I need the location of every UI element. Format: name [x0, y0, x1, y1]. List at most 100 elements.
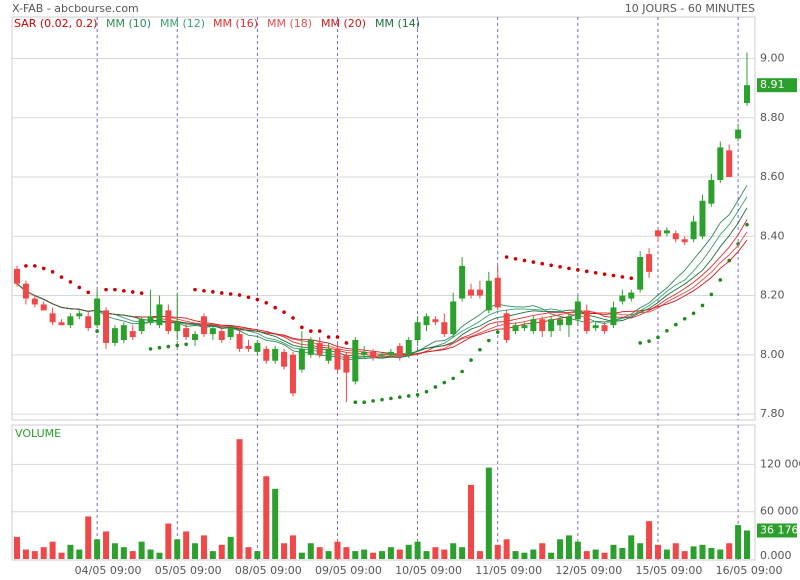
volume-bar: [654, 544, 661, 559]
sar-dot: [406, 394, 411, 398]
price-panel: [11, 16, 756, 421]
candle-body: [548, 319, 555, 332]
sar-dot: [326, 335, 331, 339]
candle-body: [343, 354, 350, 373]
candle-body: [441, 322, 448, 335]
sar-dot: [264, 301, 269, 305]
volume-bar: [227, 536, 234, 559]
volume-bar: [236, 439, 243, 559]
sar-dot: [709, 292, 714, 297]
sar-dot: [647, 339, 651, 343]
volume-bar: [663, 549, 670, 559]
volume-bar: [272, 488, 279, 559]
candle-body: [387, 351, 394, 355]
candle-body: [307, 340, 314, 355]
candle-body: [423, 316, 430, 326]
legend-label: MM (18): [267, 17, 312, 30]
volume-bar: [601, 552, 608, 559]
sar-dot: [460, 369, 464, 374]
legend-label: MM (16): [213, 17, 258, 30]
sar-dot: [380, 397, 384, 402]
volume-bar: [539, 543, 546, 559]
volume-panel: [11, 424, 756, 561]
sar-dot: [175, 343, 180, 348]
candle-body: [610, 307, 617, 326]
sar-dot: [691, 311, 696, 316]
candle-body: [111, 328, 118, 343]
volume-bar: [40, 547, 47, 559]
volume-bar: [165, 523, 172, 559]
period: 10 JOURS - 60 MINUTES: [625, 2, 755, 15]
candle-body: [672, 233, 679, 240]
sar-dot: [682, 316, 687, 321]
sar-dot: [522, 258, 527, 263]
sar-dot: [291, 316, 295, 320]
candle-body: [147, 316, 154, 323]
candle-body: [565, 316, 572, 326]
volume-bar: [245, 547, 252, 559]
candle-body: [708, 180, 715, 204]
candle-body: [494, 277, 501, 308]
chart-title: X-FAB - abcbourse.com: [12, 2, 139, 15]
sar-dot: [442, 380, 447, 385]
candle-body: [209, 328, 216, 335]
candle-body: [192, 334, 199, 340]
sar-dot: [308, 329, 313, 333]
sar-dot: [576, 268, 580, 272]
candle-body: [468, 289, 475, 296]
candle-body: [165, 310, 172, 332]
candle-body: [316, 342, 323, 355]
sar-dot: [584, 269, 589, 274]
candle-body: [263, 348, 270, 361]
sar-dot: [335, 335, 340, 339]
candle-body: [557, 319, 564, 326]
candle-body: [58, 322, 65, 326]
sar-dot: [602, 272, 607, 276]
legend-label: MM (12): [160, 17, 205, 30]
candle-body: [744, 85, 750, 103]
sar-dot: [700, 303, 705, 308]
sar-dot: [353, 400, 358, 405]
x-tick-label: 10/05 09:00: [395, 564, 462, 577]
volume-bar: [494, 544, 501, 559]
sar-dot: [95, 329, 99, 333]
candle-body: [31, 298, 38, 305]
x-tick-label: 05/05 09:00: [155, 564, 222, 577]
y-tick-label: 8.80: [760, 111, 785, 124]
volume-bar: [218, 544, 225, 559]
sar-dot: [193, 287, 197, 292]
volume-bar: [450, 543, 457, 559]
volume-bar: [192, 543, 199, 559]
volume-bar: [476, 551, 483, 559]
sar-dot: [504, 255, 509, 259]
volume-bar: [147, 549, 154, 559]
x-tick-label: 16/05 09:00: [716, 564, 783, 577]
sar-dot: [665, 329, 669, 333]
volume-bar: [281, 543, 288, 559]
candle-body: [628, 292, 635, 299]
candle-body: [539, 319, 546, 332]
sar-dot: [745, 222, 749, 227]
sar-dot: [317, 329, 322, 333]
candle-body: [103, 310, 110, 343]
volume-bar: [334, 541, 341, 559]
legend-label: MM (20): [321, 17, 366, 30]
last-volume-box: [757, 523, 797, 538]
volume-bar: [610, 544, 617, 559]
volume-bar: [94, 539, 101, 559]
sar-dot: [68, 280, 73, 284]
sar-dot: [638, 341, 642, 345]
candle-body: [85, 316, 92, 329]
volume-bar: [548, 552, 555, 559]
candle-body: [245, 345, 252, 349]
x-tick-label: 11/05 09:00: [475, 564, 542, 577]
candle-body: [156, 304, 163, 326]
candle-body: [726, 150, 733, 178]
volume-bar: [637, 543, 644, 559]
volume-bar: [58, 552, 65, 559]
candle-body: [530, 319, 537, 332]
candle-body: [619, 295, 626, 302]
volume-bar: [557, 539, 564, 559]
volume-bar: [183, 531, 190, 559]
